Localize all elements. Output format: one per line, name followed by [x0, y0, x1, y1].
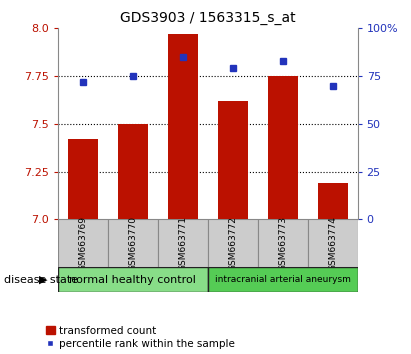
Text: disease state: disease state	[4, 275, 78, 285]
Bar	[58, 219, 108, 267]
Bar	[58, 267, 208, 292]
Bar	[157, 219, 208, 267]
Text: GSM663769: GSM663769	[78, 216, 87, 271]
Bar	[108, 219, 157, 267]
Title: GDS3903 / 1563315_s_at: GDS3903 / 1563315_s_at	[120, 11, 296, 24]
Text: GSM663770: GSM663770	[128, 216, 137, 271]
Bar	[307, 219, 358, 267]
Legend: transformed count, percentile rank within the sample: transformed count, percentile rank withi…	[46, 326, 235, 349]
Bar	[208, 219, 258, 267]
Text: ▶: ▶	[39, 275, 48, 285]
Text: GSM663772: GSM663772	[228, 216, 237, 271]
Bar	[67, 139, 97, 219]
Text: intracranial arterial aneurysm: intracranial arterial aneurysm	[215, 275, 351, 284]
Bar	[268, 76, 298, 219]
Bar	[208, 267, 358, 292]
Text: GSM663771: GSM663771	[178, 216, 187, 271]
Bar	[118, 124, 148, 219]
Text: GSM663774: GSM663774	[328, 216, 337, 271]
Text: normal healthy control: normal healthy control	[69, 275, 196, 285]
Bar	[318, 183, 348, 219]
Bar	[217, 101, 247, 219]
Text: GSM663773: GSM663773	[278, 216, 287, 271]
Bar	[168, 34, 198, 219]
Bar	[258, 219, 307, 267]
